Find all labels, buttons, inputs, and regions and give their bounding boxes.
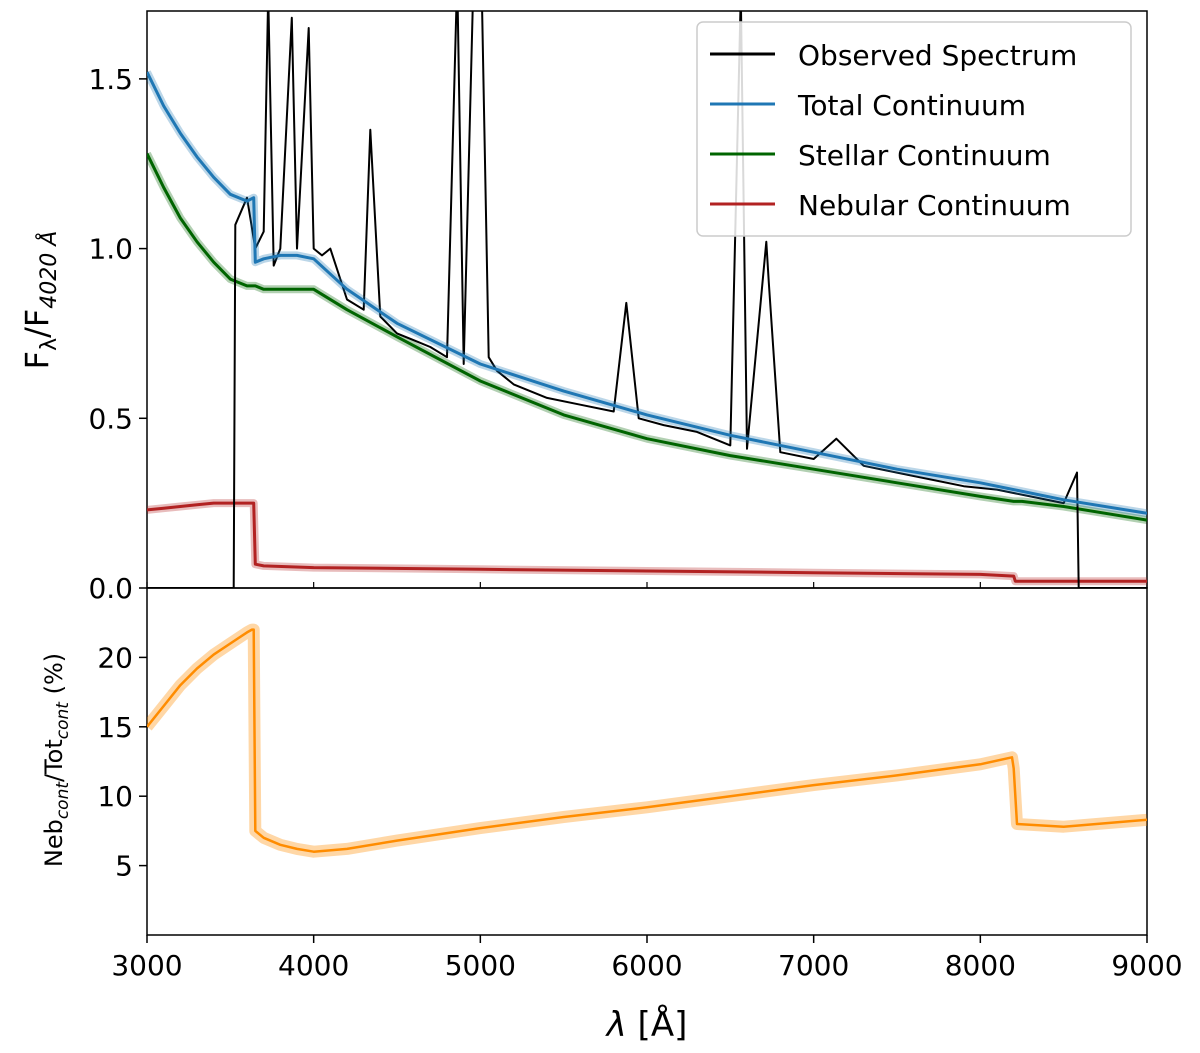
nebular-continuum-line bbox=[147, 501, 1147, 583]
legend-label-total: Total Continuum bbox=[797, 89, 1026, 122]
top-y-axis-label: Fλ/F4020 Å bbox=[18, 231, 62, 370]
x-tick-label: 3000 bbox=[111, 949, 182, 982]
legend-label-observed: Observed Spectrum bbox=[798, 39, 1077, 72]
x-tick-label: 9000 bbox=[1111, 949, 1182, 982]
stellar-continuum-line bbox=[147, 152, 1147, 522]
nebular-fraction-band bbox=[147, 623, 1147, 858]
x-tick-label: 6000 bbox=[611, 949, 682, 982]
top-y-ticks: 0.0 0.5 1.0 1.5 bbox=[88, 63, 147, 605]
bottom-series-group bbox=[147, 623, 1147, 858]
nebular-fraction-line bbox=[147, 628, 1147, 853]
top-series-group bbox=[147, 11, 1147, 588]
top-y-tick-label: 1.0 bbox=[88, 233, 133, 266]
x-tick-label: 5000 bbox=[445, 949, 516, 982]
bottom-y-tick-label: 5 bbox=[115, 850, 133, 883]
x-axis-label: λ [Å] bbox=[605, 1004, 688, 1045]
bottom-y-tick-label: 20 bbox=[97, 641, 133, 674]
nebular-continuum-line-band bbox=[147, 499, 1147, 586]
legend-box bbox=[696, 21, 1132, 237]
legend: Observed Spectrum Total Continuum Stella… bbox=[696, 21, 1132, 237]
total-continuum-line bbox=[147, 71, 1147, 515]
top-y-tick-label: 1.5 bbox=[88, 63, 133, 96]
x-ticks: 3000 4000 5000 6000 7000 8000 9000 bbox=[111, 582, 1183, 982]
x-tick-label: 4000 bbox=[278, 949, 349, 982]
bottom-y-tick-label: 10 bbox=[97, 780, 133, 813]
x-tick-label: 8000 bbox=[945, 949, 1016, 982]
bottom-y-tick-label: 15 bbox=[97, 711, 133, 744]
legend-label-stellar: Stellar Continuum bbox=[798, 139, 1051, 172]
legend-label-nebular: Nebular Continuum bbox=[798, 189, 1071, 222]
bottom-y-ticks: 5 10 15 20 bbox=[97, 641, 147, 883]
bottom-y-axis-label: Nebcont/Totcont (%) bbox=[40, 653, 73, 867]
top-y-tick-label: 0.5 bbox=[88, 402, 133, 435]
top-y-tick-label: 0.0 bbox=[88, 572, 133, 605]
x-tick-label: 7000 bbox=[778, 949, 849, 982]
